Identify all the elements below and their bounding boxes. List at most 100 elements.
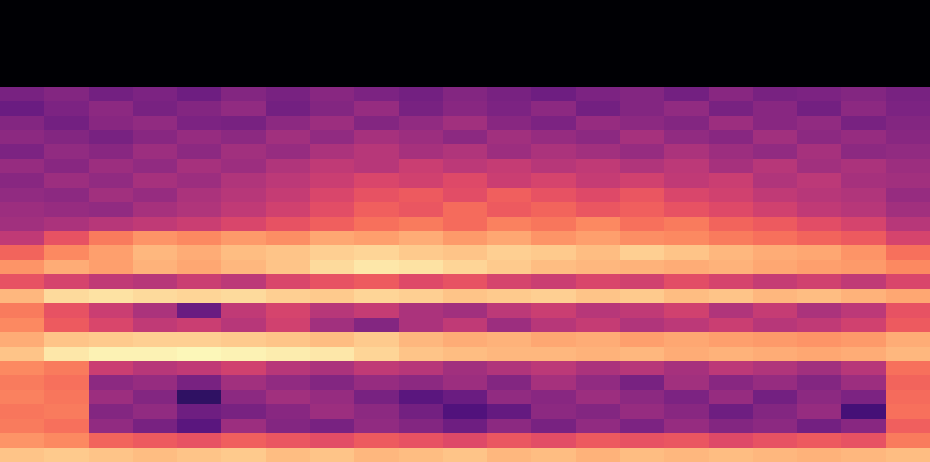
cell [443,390,488,405]
cell [266,361,311,376]
cell [44,347,89,362]
cell [44,448,89,462]
cell [177,390,222,405]
cell [310,72,355,87]
cell [753,14,798,29]
cell [753,433,798,448]
cell [620,87,665,102]
cell [841,361,886,376]
cell [221,202,266,217]
cell [753,58,798,73]
cell [797,347,842,362]
cell [177,448,222,462]
cell [709,433,754,448]
cell [133,231,178,246]
cell [399,347,444,362]
cell [177,130,222,145]
cell [0,87,45,102]
cell [886,14,930,29]
cell [487,43,532,58]
cell [221,144,266,159]
cell [797,87,842,102]
cell [620,390,665,405]
cell [133,72,178,87]
cell [133,245,178,260]
cell [177,260,222,275]
cell [354,173,399,188]
cell [89,419,134,434]
cell [266,159,311,174]
cell [531,43,576,58]
cell [886,289,930,304]
cell [133,0,178,15]
cell [354,43,399,58]
cell [487,303,532,318]
cell [620,43,665,58]
cell [797,159,842,174]
cell [44,29,89,44]
cell [664,43,709,58]
cell [89,332,134,347]
cell [221,448,266,462]
cell [709,448,754,462]
cell [620,58,665,73]
cell [531,231,576,246]
cell [531,289,576,304]
cell [399,173,444,188]
cell [89,116,134,131]
cell [443,274,488,289]
cell [531,361,576,376]
cell [620,188,665,203]
cell [841,116,886,131]
cell [177,58,222,73]
cell [487,289,532,304]
cell [221,375,266,390]
cell [399,159,444,174]
cell [310,361,355,376]
cell [797,260,842,275]
cell [310,274,355,289]
cell [177,404,222,419]
cell [620,448,665,462]
cell [266,448,311,462]
cell [0,289,45,304]
cell [443,188,488,203]
cell [177,318,222,333]
cell [177,0,222,15]
cell [133,43,178,58]
cell [841,72,886,87]
cell [399,130,444,145]
cell [221,231,266,246]
cell [620,101,665,116]
cell [89,318,134,333]
cell [531,318,576,333]
cell [0,144,45,159]
cell [576,14,621,29]
cell [399,72,444,87]
cell [797,419,842,434]
cell [576,361,621,376]
cell [886,274,930,289]
cell [0,72,45,87]
cell [177,202,222,217]
cell [221,173,266,188]
cell [310,260,355,275]
cell [620,202,665,217]
cell [531,404,576,419]
cell [89,188,134,203]
cell [133,303,178,318]
cell [133,361,178,376]
cell [576,303,621,318]
cell [266,332,311,347]
cell [576,448,621,462]
cell [841,188,886,203]
cell [221,72,266,87]
cell [0,101,45,116]
cell [664,318,709,333]
cell [133,390,178,405]
cell [487,29,532,44]
cell [221,318,266,333]
cell [399,332,444,347]
cell [531,58,576,73]
cell [753,130,798,145]
